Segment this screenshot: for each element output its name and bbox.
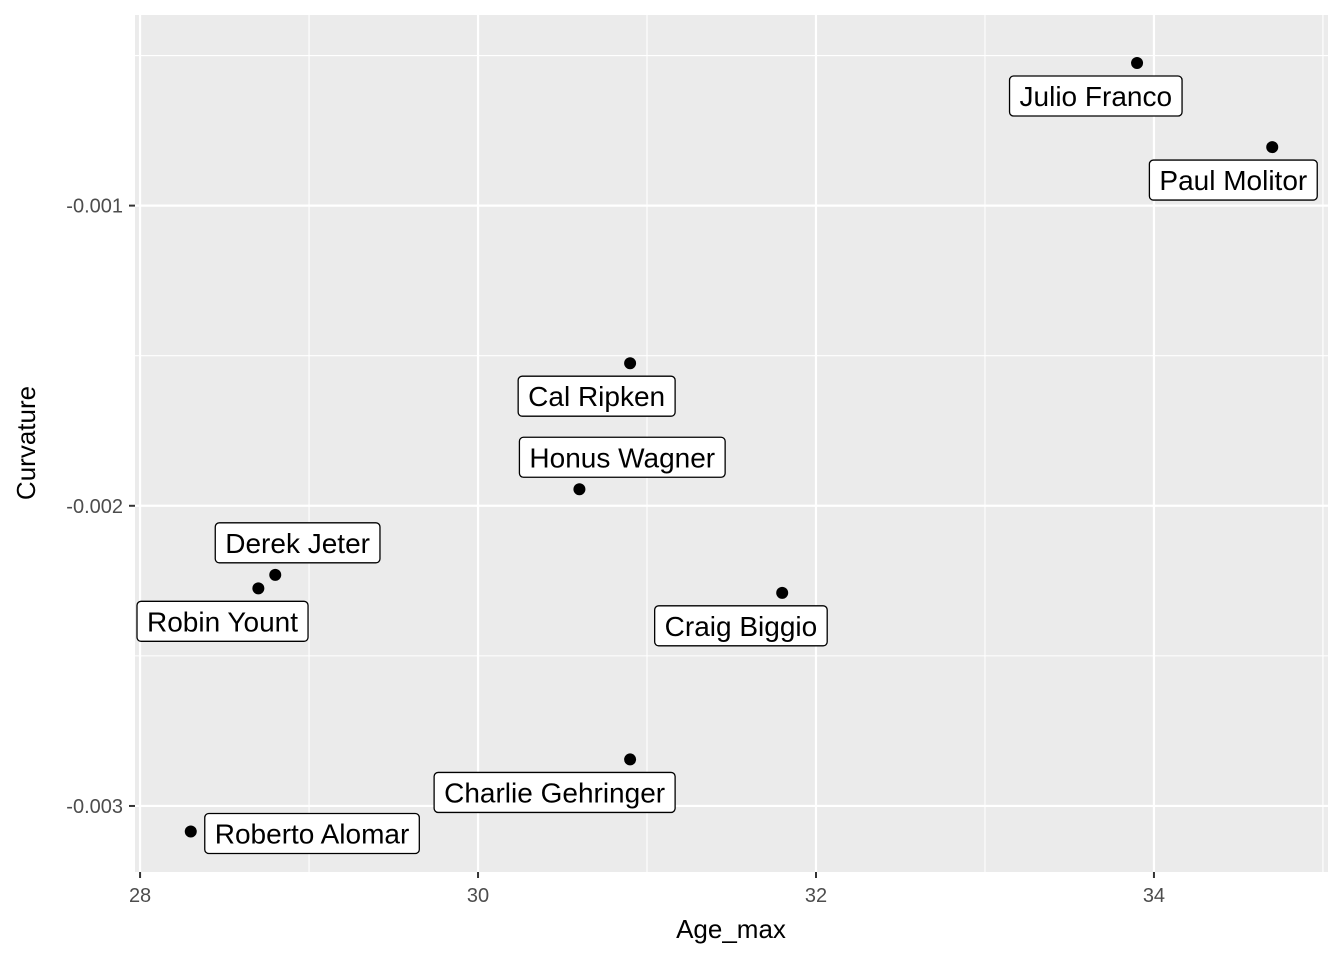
x-tick-label: 32 [805, 885, 827, 907]
point-label-text: Cal Ripken [528, 381, 665, 412]
point-label: Julio Franco [1008, 75, 1183, 117]
point-label-box [518, 436, 726, 478]
minor-grid [135, 15, 1328, 872]
y-tick-label: -0.003 [66, 796, 123, 818]
point-label-text: Julio Franco [1020, 81, 1173, 112]
point-label-text: Roberto Alomar [215, 818, 410, 849]
point-label-text: Derek Jeter [225, 528, 370, 559]
x-axis: 28 30 32 34 [129, 872, 1165, 907]
data-point [624, 357, 637, 370]
point-label: Honus Wagner [518, 436, 726, 478]
point-label-box [1148, 159, 1318, 201]
point-label-box [654, 605, 828, 647]
point-label-text: Charlie Gehringer [444, 777, 665, 808]
data-point [1131, 57, 1144, 70]
point-label-text: Craig Biggio [665, 611, 818, 642]
y-tick-label: -0.001 [66, 196, 123, 218]
point-labels: Julio Franco Paul Molitor Cal Ripken Honus … [136, 75, 1318, 855]
data-point [1266, 141, 1279, 154]
x-tick-label: 34 [1143, 885, 1165, 907]
data-points [184, 57, 1279, 838]
point-label: Charlie Gehringer [433, 771, 676, 814]
plot-panel [135, 15, 1328, 872]
data-point [624, 753, 637, 766]
point-label-box [204, 812, 420, 855]
point-label: Derek Jeter [214, 522, 381, 564]
point-label: Robin Yount [136, 600, 309, 642]
major-grid [135, 15, 1328, 872]
y-axis: -0.003 -0.002 -0.001 [66, 196, 135, 818]
point-label: Roberto Alomar [204, 812, 420, 855]
x-tick-label: 28 [129, 885, 151, 907]
point-label-box [517, 375, 676, 417]
point-label-box [433, 771, 676, 814]
x-axis-title: Age_max [676, 914, 786, 944]
data-point [269, 568, 282, 581]
point-label: Craig Biggio [654, 605, 828, 647]
point-label-box [1008, 75, 1183, 117]
point-label: Cal Ripken [517, 375, 676, 417]
data-point [573, 483, 586, 496]
point-label: Paul Molitor [1148, 159, 1318, 201]
y-tick-label: -0.002 [66, 496, 123, 518]
data-point [776, 586, 789, 599]
point-label-box [214, 522, 381, 564]
point-label-box [136, 600, 309, 642]
point-label-text: Paul Molitor [1159, 165, 1307, 196]
point-label-text: Honus Wagner [529, 442, 715, 473]
x-tick-label: 30 [467, 885, 489, 907]
point-label-text: Robin Yount [147, 606, 298, 637]
data-point [252, 582, 265, 595]
y-axis-title: Curvature [11, 386, 41, 500]
data-point [184, 825, 197, 838]
